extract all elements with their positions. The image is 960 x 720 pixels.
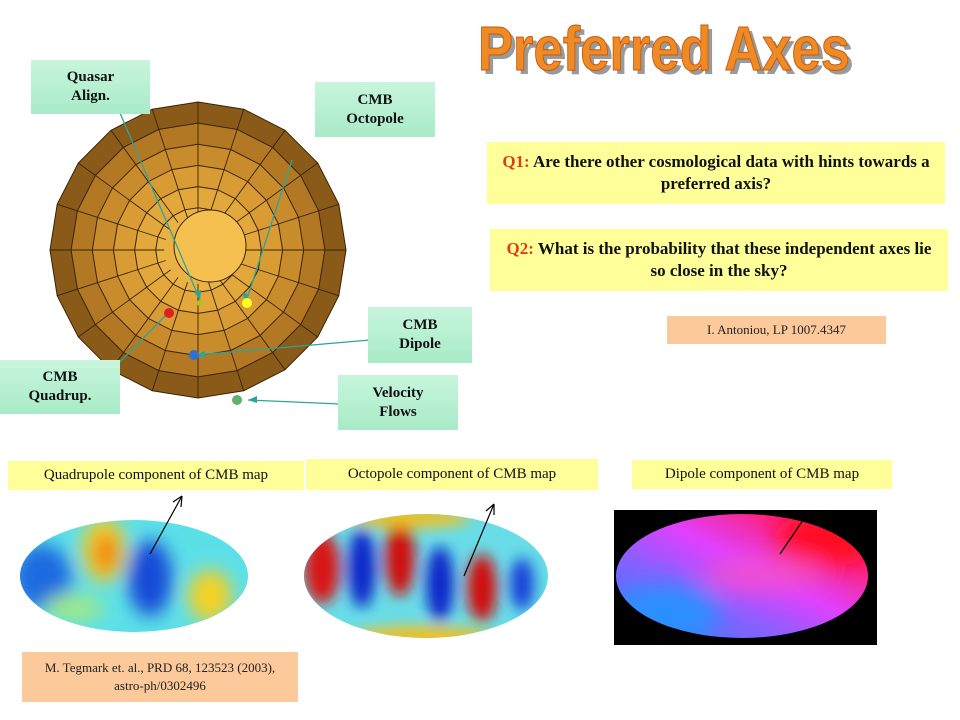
dipole-axis-dot (189, 350, 199, 360)
sphere-meridian (151, 282, 188, 391)
velocity-flows-label: Velocity Flows (338, 375, 458, 430)
question-2-box: Q2: What is the probability that these i… (490, 229, 948, 291)
octopole-map-label-text: Octopole component of CMB map (347, 466, 557, 482)
antoniou-citation-text: I. Antoniou, LP 1007.4347 (707, 322, 846, 338)
quadrupole-axis-arrow (149, 495, 183, 555)
sky-sphere-diagram (49, 101, 371, 405)
cmb-octopole-text: CMB Octopole (346, 91, 404, 127)
octopole-map-blob (348, 528, 376, 608)
question-2: Q2: What is the probability that these i… (504, 238, 934, 282)
quadrupole-map-blob (44, 594, 104, 622)
octopole-pointer-line (245, 159, 293, 303)
quasar-pointer-line (119, 112, 201, 301)
sphere-meridian (57, 260, 166, 297)
question-1-tag: Q1: (502, 151, 530, 171)
quadrupole-map-label-text: Quadrupole component of CMB map (43, 467, 269, 483)
cmb-quadrup-label: CMB Quadrup. (0, 360, 120, 414)
antoniou-citation: I. Antoniou, LP 1007.4347 (667, 316, 886, 344)
tegmark-citation-text: M. Tegmark et. al., PRD 68, 123523 (2003… (44, 660, 276, 693)
dipole-pointer-line (195, 339, 371, 356)
sphere-meridian (57, 203, 166, 240)
dipole-axis-arrow (779, 510, 811, 555)
octopole-map-label: Octopole component of CMB map (306, 459, 598, 490)
quadrupole-cmb-map (20, 495, 248, 632)
title-shadow: Preferred Axes (482, 19, 854, 86)
quasar-align-label: Quasar Align. (31, 60, 150, 114)
sphere-meridian (110, 130, 179, 223)
sphere-meridian (78, 162, 171, 231)
quadrupole-map-blob (20, 544, 72, 612)
sphere-meridian (230, 260, 339, 297)
octopole-map-blob (304, 532, 340, 604)
tegmark-citation: M. Tegmark et. al., PRD 68, 123523 (2003… (22, 652, 298, 702)
quasar-align-text: Quasar Align. (66, 69, 115, 104)
octopole-axis-arrow (463, 503, 495, 577)
sphere-meridian (225, 269, 318, 338)
sphere-pole-cap (173, 209, 247, 283)
octopole-axis-arrowhead (485, 503, 495, 515)
page-title: Preferred Axes Preferred Axes (478, 15, 855, 87)
dipole-arrowhead (196, 351, 205, 358)
sphere-meridian (78, 269, 171, 338)
octopole-map-blob (426, 546, 454, 622)
cmb-dipole-text: CMB Dipole (399, 317, 441, 352)
quasar-arrowhead (194, 290, 201, 300)
quadrupole-map-blob (128, 540, 172, 616)
question-1-text: Are there other cosmological data with h… (533, 151, 930, 193)
velocity-flows-text: Velocity Flows (372, 384, 424, 420)
velocity-arrowhead (248, 396, 257, 403)
quadrupole-axis-dot (164, 308, 174, 318)
octopole-cmb-map (304, 503, 548, 638)
question-1-box: Q1: Are there other cosmological data wi… (487, 142, 945, 204)
sphere-meridian (110, 277, 179, 370)
quadrupole-map-label: Quadrupole component of CMB map (8, 461, 304, 490)
cmb-octopole-label: CMB Octopole (315, 82, 435, 137)
octopole-map-blob (350, 514, 470, 528)
sphere-meridian (208, 109, 245, 218)
question-1: Q1: Are there other cosmological data wi… (501, 151, 931, 195)
sphere-meridian (217, 130, 286, 223)
sphere-meridian (151, 109, 188, 218)
quadrupole-axis-arrowhead (172, 495, 183, 508)
quadrupole-map-blob (188, 570, 232, 622)
sphere-meridian (208, 282, 245, 391)
velocity-pointer-line (247, 399, 341, 405)
sphere-meridian (225, 162, 318, 231)
dipole-map-label-text: Dipole component of CMB map (664, 466, 860, 482)
question-2-text: What is the probability that these indep… (537, 238, 932, 280)
title-text: Preferred Axes (478, 15, 850, 84)
dipole-map-label: Dipole component of CMB map (632, 460, 892, 489)
octopole-arrowhead (242, 293, 249, 302)
velocity-axis-dot (232, 395, 242, 405)
quadrupole-map-blob (94, 533, 118, 573)
octopole-map-blob (350, 626, 490, 638)
octopole-map-blob (467, 554, 497, 622)
octopole-map-blob (510, 558, 534, 610)
octopole-map-bg (304, 514, 548, 638)
cmb-quadrup-text: CMB Quadrup. (28, 369, 92, 404)
cmb-dipole-label: CMB Dipole (368, 307, 472, 363)
octopole-axis-dot (242, 298, 252, 308)
sphere-meridian (230, 203, 339, 240)
sphere-meridian (217, 277, 286, 370)
question-2-tag: Q2: (506, 238, 534, 258)
dipole-map-blob (704, 558, 824, 590)
octopole-map-blob (385, 520, 415, 596)
quasar-axis-dot (197, 300, 203, 306)
dipole-cmb-map (614, 510, 877, 645)
